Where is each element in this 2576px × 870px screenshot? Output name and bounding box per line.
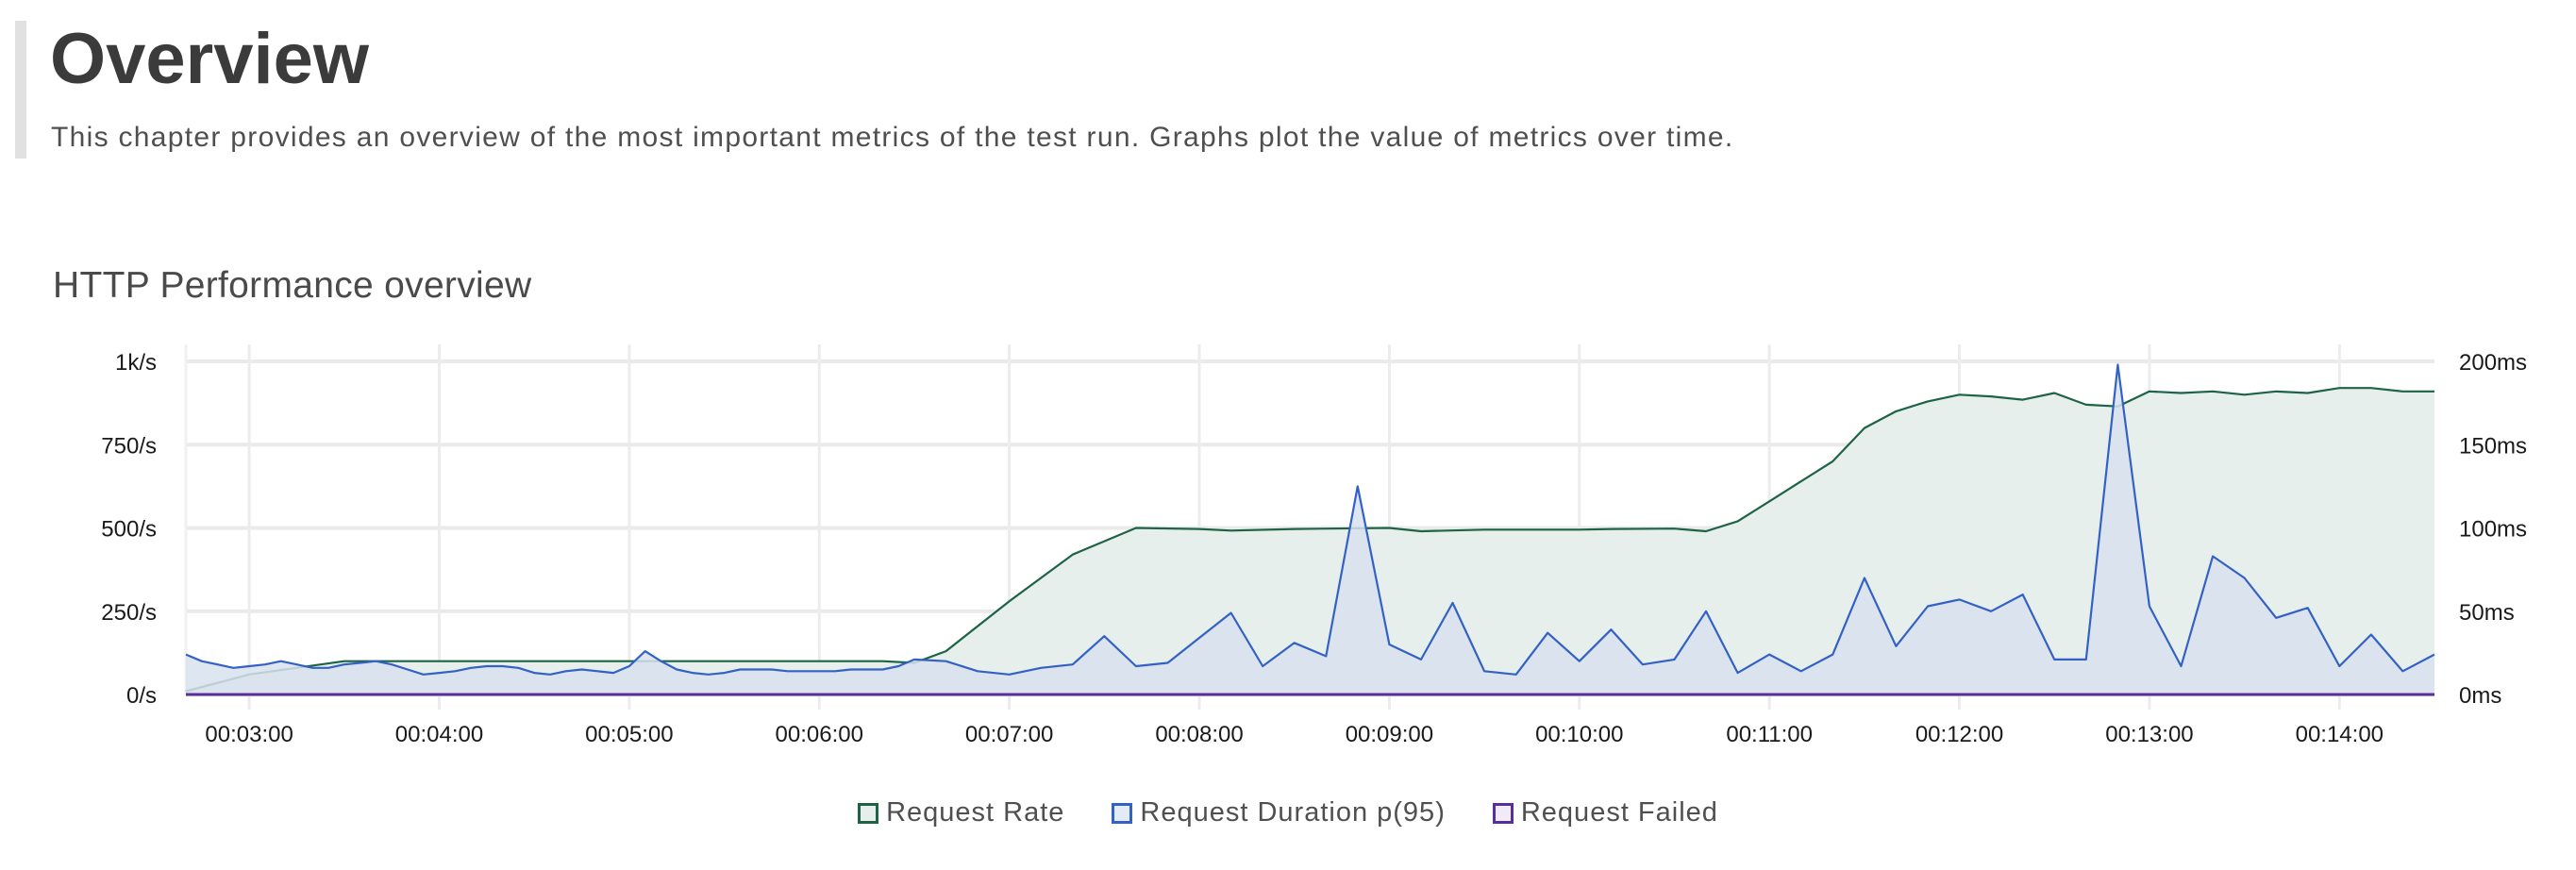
x-tick-label: 00:10:00 (1535, 722, 1623, 747)
legend-swatch-request-rate (858, 802, 879, 824)
right-axis: 0ms 50ms 100ms 150ms 200ms (2459, 350, 2527, 709)
legend-item-request-rate[interactable]: Request Rate (858, 797, 1064, 828)
y-right-tick-label: 50ms (2459, 600, 2515, 626)
x-tick-label: 00:13:00 (2105, 722, 2193, 747)
y-left-tick-label: 0/s (126, 683, 157, 709)
heading-accent-bar (15, 21, 26, 159)
y-right-tick-label: 100ms (2459, 517, 2527, 543)
chart-legend: Request Rate Request Duration p(95) Requ… (0, 797, 2576, 828)
legend-item-request-duration[interactable]: Request Duration p(95) (1112, 797, 1445, 828)
legend-label-request-failed: Request Failed (1520, 797, 1718, 828)
x-tick-label: 00:03:00 (205, 722, 293, 747)
x-tick-label: 00:06:00 (776, 722, 863, 747)
x-axis: 00:03:00 00:04:00 00:05:00 00:06:00 00:07:00… (205, 722, 2384, 747)
y-right-tick-label: 150ms (2459, 433, 2527, 459)
legend-label-request-rate: Request Rate (886, 797, 1065, 828)
x-tick-label: 00:09:00 (1346, 722, 1433, 747)
legend-label-request-duration: Request Duration p(95) (1140, 797, 1446, 828)
legend-swatch-request-failed (1492, 802, 1514, 824)
x-tick-label: 00:08:00 (1155, 722, 1243, 747)
chart-series (185, 363, 2435, 696)
x-tick-label: 00:04:00 (395, 722, 483, 747)
x-tick-label: 00:05:00 (585, 722, 673, 747)
x-tick-label: 00:12:00 (1915, 722, 2003, 747)
legend-swatch-request-duration (1112, 802, 1133, 824)
y-left-tick-label: 500/s (101, 517, 157, 543)
y-right-tick-label: 200ms (2459, 350, 2527, 376)
x-tick-label: 00:14:00 (2296, 722, 2384, 747)
page-title: Overview (50, 19, 369, 99)
y-left-tick-label: 250/s (101, 600, 157, 626)
y-right-tick-label: 0ms (2459, 683, 2501, 709)
section-title: HTTP Performance overview (53, 265, 532, 306)
series-line-request-rate (185, 387, 2434, 693)
x-tick-label: 00:07:00 (965, 722, 1053, 747)
series-line-request-duration-p-95 (185, 363, 2435, 676)
page-description: This chapter provides an overview of the… (51, 122, 1734, 153)
y-left-tick-label: 750/s (101, 433, 157, 459)
x-tick-label: 00:11:00 (1726, 722, 1813, 747)
y-left-tick-label: 1k/s (115, 350, 157, 376)
series-area-request-duration-p-95 (186, 364, 2434, 694)
left-axis: 0/s 250/s 500/s 750/s 1k/s (101, 350, 157, 709)
legend-item-request-failed[interactable]: Request Failed (1492, 797, 1718, 828)
